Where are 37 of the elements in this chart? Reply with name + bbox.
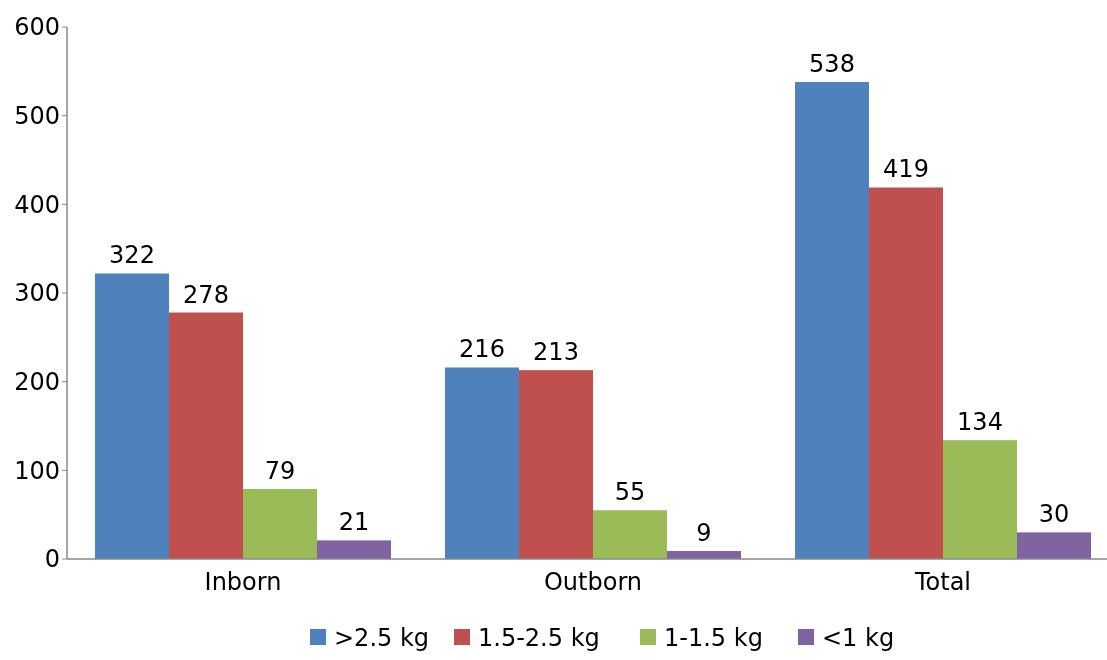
data-label: 134 (957, 408, 1003, 437)
bar (95, 273, 169, 559)
data-label: 278 (183, 280, 229, 309)
x-tick-label: Inborn (204, 568, 282, 596)
y-tick-label: 100 (14, 456, 60, 485)
y-tick-label: 300 (14, 279, 60, 308)
data-label: 79 (264, 456, 296, 485)
bar (795, 81, 869, 559)
data-label: 322 (109, 241, 155, 270)
bar (1017, 532, 1091, 559)
data-label: 21 (338, 508, 370, 537)
y-tick-label: 200 (14, 368, 60, 397)
bar (943, 440, 1017, 559)
data-label: 9 (696, 519, 712, 548)
legend-label: <1 kg (822, 624, 895, 653)
data-label: 30 (1038, 500, 1070, 529)
data-label: 538 (809, 49, 855, 78)
data-label: 213 (533, 338, 579, 367)
y-tick-label: 0 (44, 545, 60, 574)
data-label: 55 (614, 478, 646, 507)
data-label: 216 (459, 335, 505, 364)
y-tick-label: 400 (14, 190, 60, 219)
bar (593, 510, 667, 559)
legend-label: 1-1.5 kg (664, 624, 763, 653)
legend-label: >2.5 kg (334, 624, 430, 653)
bar (445, 367, 519, 559)
bar (317, 540, 391, 559)
bar (169, 312, 243, 559)
x-tick-label: Outborn (543, 568, 643, 596)
x-tick-label: Total (913, 568, 972, 596)
y-tick-label: 600 (14, 13, 60, 42)
data-label: 419 (883, 155, 929, 184)
y-tick-label: 500 (14, 102, 60, 131)
bar (869, 187, 943, 559)
bar (243, 488, 317, 559)
legend-label: 1.5-2.5 kg (478, 624, 600, 653)
bar (519, 370, 593, 559)
